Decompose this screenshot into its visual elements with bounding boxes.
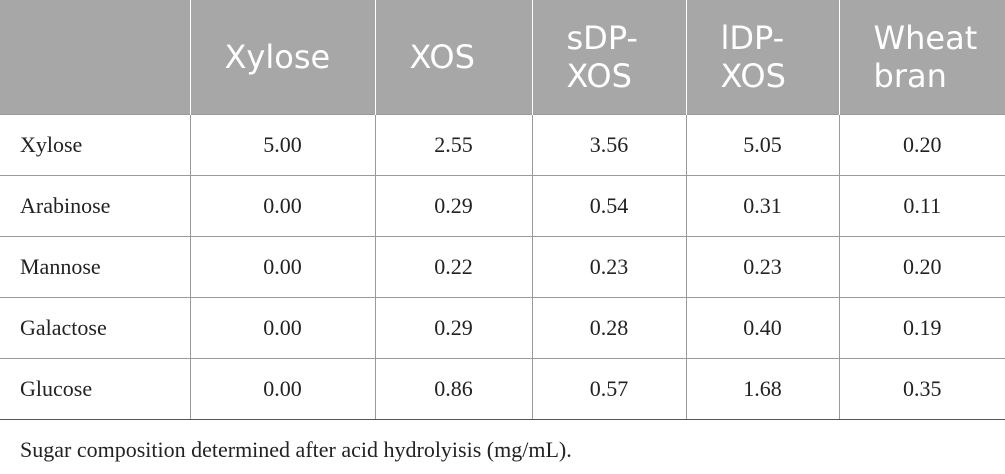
- header-cell-sdp-xos: sDP-XOS: [532, 0, 687, 114]
- table-cell: 0.20: [839, 235, 1005, 298]
- table-cell: 0.20: [839, 113, 1005, 176]
- table-cell: 0.11: [839, 174, 1005, 237]
- table-cell: 0.23: [532, 235, 687, 298]
- row-label: Mannose: [0, 235, 191, 298]
- header-cell-xylose: Xylose: [190, 0, 376, 114]
- table-cell: 0.54: [532, 174, 687, 237]
- header-cell-xos: XOS: [375, 0, 533, 114]
- header-cell-wheat-bran: Wheat bran: [839, 0, 1005, 114]
- table-cell: 5.00: [190, 113, 376, 176]
- header-label: Wheat bran: [873, 18, 978, 95]
- header-label: lDP-XOS: [720, 18, 786, 95]
- table-cell: 0.00: [190, 235, 376, 298]
- table-row: Xylose 5.00 2.55 3.56 5.05 0.20: [0, 113, 1005, 176]
- table-cell: 0.00: [190, 174, 376, 237]
- row-label: Galactose: [0, 296, 191, 359]
- header-label: sDP-XOS: [566, 18, 638, 95]
- table-cell: 5.05: [686, 113, 840, 176]
- table-row: Arabinose 0.00 0.29 0.54 0.31 0.11: [0, 174, 1005, 237]
- table-cell: 0.00: [190, 296, 376, 359]
- table-header: Xylose XOS sDP-XOS lDP-XOS Wheat bran: [0, 0, 1005, 114]
- table-caption: Sugar composition determined after acid …: [20, 437, 572, 462]
- header-row: Xylose XOS sDP-XOS lDP-XOS Wheat bran: [0, 0, 1005, 114]
- table-cell: 3.56: [532, 113, 687, 176]
- sugar-composition-table-wrapper: Xylose XOS sDP-XOS lDP-XOS Wheat bran Xy…: [0, 0, 1005, 420]
- table-row: Galactose 0.00 0.29 0.28 0.40 0.19: [0, 296, 1005, 359]
- table-row: Glucose 0.00 0.86 0.57 1.68 0.35: [0, 357, 1005, 420]
- header-cell-blank: [0, 0, 191, 114]
- table-cell: 0.22: [375, 235, 533, 298]
- row-label: Arabinose: [0, 174, 191, 237]
- table-cell: 0.19: [839, 296, 1005, 359]
- table-cell: 0.57: [532, 357, 687, 420]
- table-cell: 0.23: [686, 235, 840, 298]
- table-row: Mannose 0.00 0.22 0.23 0.23 0.20: [0, 235, 1005, 298]
- row-label: Xylose: [0, 113, 191, 176]
- table-cell: 0.00: [190, 357, 376, 420]
- table-cell: 0.40: [686, 296, 840, 359]
- table-cell: 0.28: [532, 296, 687, 359]
- table-cell: 0.29: [375, 296, 533, 359]
- sugar-composition-table: Xylose XOS sDP-XOS lDP-XOS Wheat bran Xy…: [0, 0, 1005, 420]
- table-cell: 0.86: [375, 357, 533, 420]
- table-cell: 0.31: [686, 174, 840, 237]
- row-label: Glucose: [0, 357, 191, 420]
- table-body: Xylose 5.00 2.55 3.56 5.05 0.20 Arabinos…: [0, 113, 1005, 420]
- table-cell: 0.29: [375, 174, 533, 237]
- header-cell-ldp-xos: lDP-XOS: [686, 0, 840, 114]
- table-cell: 0.35: [839, 357, 1005, 420]
- table-cell: 1.68: [686, 357, 840, 420]
- table-cell: 2.55: [375, 113, 533, 176]
